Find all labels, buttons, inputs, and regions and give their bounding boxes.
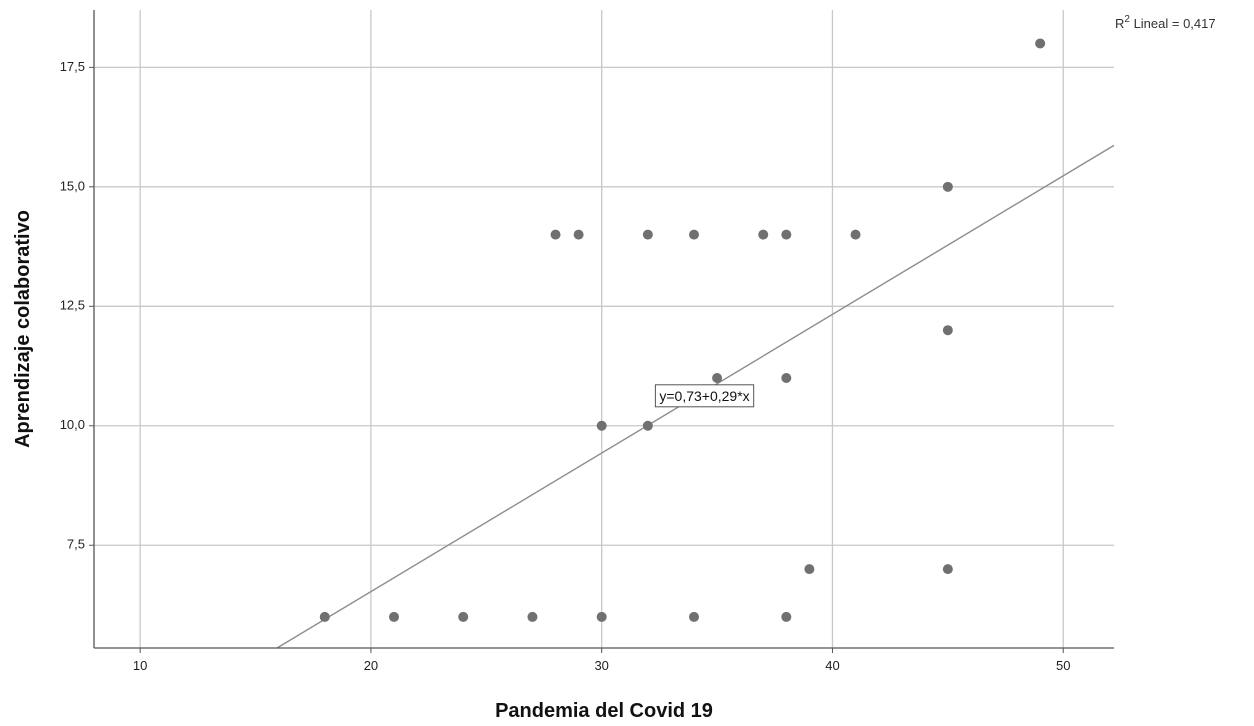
data-point xyxy=(851,230,861,240)
x-tick-label: 50 xyxy=(1056,658,1070,673)
y-tick-label: 10,0 xyxy=(60,417,85,432)
data-point xyxy=(597,421,607,431)
y-tick-label: 15,0 xyxy=(60,178,85,193)
equation-text: y=0,73+0,29*x xyxy=(659,388,749,404)
grid-lines xyxy=(94,10,1114,648)
data-point xyxy=(597,612,607,622)
data-point xyxy=(781,612,791,622)
data-point xyxy=(943,182,953,192)
equation-label: y=0,73+0,29*x xyxy=(655,385,753,407)
data-point xyxy=(643,230,653,240)
data-point xyxy=(389,612,399,622)
data-point xyxy=(320,612,330,622)
r-squared-prefix: R xyxy=(1115,16,1124,31)
data-point xyxy=(574,230,584,240)
data-points xyxy=(320,38,1045,621)
data-point xyxy=(804,564,814,574)
data-point xyxy=(781,373,791,383)
y-tick-label: 17,5 xyxy=(60,59,85,74)
data-point xyxy=(458,612,468,622)
y-axis-title: Aprendizaje colaborativo xyxy=(12,210,34,448)
x-tick-label: 40 xyxy=(825,658,839,673)
x-tick-label: 10 xyxy=(133,658,147,673)
x-axis-title: Pandemia del Covid 19 xyxy=(495,700,713,722)
x-tick-label: 30 xyxy=(594,658,608,673)
data-point xyxy=(643,421,653,431)
data-point xyxy=(1035,38,1045,48)
data-point xyxy=(781,230,791,240)
data-point xyxy=(689,612,699,622)
r-squared-label: R2 Lineal = 0,417 xyxy=(1115,14,1216,31)
tick-labels: 10 20 30 40 50 7,5 10,0 12,5 15,0 17,5 xyxy=(60,59,1071,673)
data-point xyxy=(758,230,768,240)
data-point xyxy=(689,230,699,240)
data-point xyxy=(943,564,953,574)
r-squared-text: Lineal = 0,417 xyxy=(1130,16,1216,31)
data-point xyxy=(943,325,953,335)
axes xyxy=(94,10,1114,648)
data-point xyxy=(527,612,537,622)
data-point xyxy=(712,373,722,383)
y-tick-label: 7,5 xyxy=(67,537,85,552)
data-point xyxy=(551,230,561,240)
x-tick-label: 20 xyxy=(364,658,378,673)
y-tick-label: 12,5 xyxy=(60,298,85,313)
